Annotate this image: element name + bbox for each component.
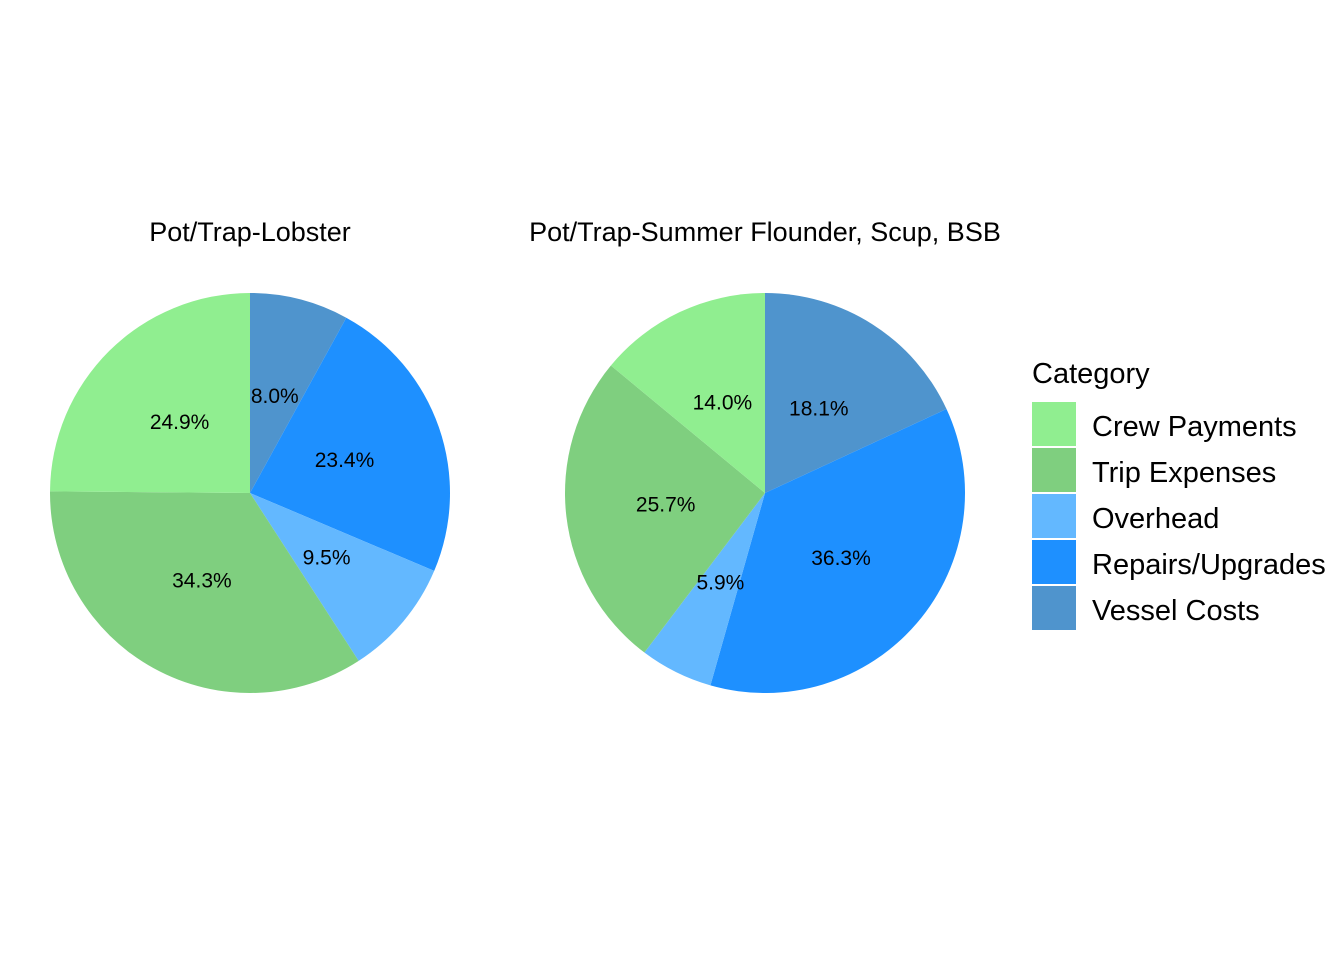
pie-panel-flounder: Pot/Trap-Summer Flounder, Scup, BSB 18.1… bbox=[529, 217, 1001, 694]
legend-label-repairs-upgrades: Repairs/Upgrades bbox=[1092, 549, 1326, 581]
slice-label-repairs-upgrades: 23.4% bbox=[315, 449, 375, 472]
legend-label-trip-expenses: Trip Expenses bbox=[1092, 457, 1276, 489]
pie-slice-repairs-upgrades bbox=[710, 408, 966, 694]
legend-key-repairs-upgrades bbox=[1032, 540, 1076, 584]
pie-slice-vessel-costs bbox=[765, 293, 947, 493]
slice-label-repairs-upgrades: 36.3% bbox=[811, 547, 871, 570]
pie-flounder: 18.1% 36.3% 5.9% 25.7% 14.0% bbox=[565, 293, 966, 694]
pie-slice-repairs-upgrades bbox=[250, 317, 450, 571]
slice-label-overhead: 5.9% bbox=[696, 572, 744, 595]
slice-label-vessel-costs: 18.1% bbox=[789, 398, 849, 421]
pie-slice-crew-payments bbox=[50, 293, 251, 493]
pie-slice-overhead bbox=[644, 493, 765, 686]
pie-slice-overhead bbox=[250, 493, 435, 661]
pie-slice-vessel-costs bbox=[250, 293, 347, 493]
slice-label-vessel-costs: 8.0% bbox=[251, 385, 299, 408]
slice-label-overhead: 9.5% bbox=[303, 546, 351, 569]
pie-panel-lobster: Pot/Trap-Lobster 8.0% 23.4% 9.5% 34.3% 24.9% bbox=[50, 217, 450, 693]
legend-title: Category bbox=[1032, 358, 1150, 390]
legend-label-vessel-costs: Vessel Costs bbox=[1092, 595, 1260, 627]
slice-label-trip-expenses: 34.3% bbox=[172, 570, 232, 593]
slice-label-crew-payments: 24.9% bbox=[150, 411, 210, 434]
legend-key-trip-expenses bbox=[1032, 448, 1076, 492]
legend-key-vessel-costs bbox=[1032, 586, 1076, 630]
legend-key-overhead bbox=[1032, 494, 1076, 538]
pie-slice-trip-expenses bbox=[565, 365, 765, 653]
pie-slice-trip-expenses bbox=[50, 491, 359, 693]
slice-label-crew-payments: 14.0% bbox=[693, 392, 753, 415]
legend: Category Crew Payments Trip Expenses Ove… bbox=[1032, 358, 1326, 630]
legend-label-overhead: Overhead bbox=[1092, 503, 1219, 535]
pie-lobster: 8.0% 23.4% 9.5% 34.3% 24.9% bbox=[50, 293, 450, 693]
legend-label-crew-payments: Crew Payments bbox=[1092, 411, 1297, 443]
panel-title-lobster: Pot/Trap-Lobster bbox=[149, 217, 351, 247]
panel-title-flounder: Pot/Trap-Summer Flounder, Scup, BSB bbox=[529, 217, 1001, 247]
slice-label-trip-expenses: 25.7% bbox=[636, 494, 696, 517]
legend-key-crew-payments bbox=[1032, 402, 1076, 446]
pie-slice-crew-payments bbox=[610, 293, 765, 493]
